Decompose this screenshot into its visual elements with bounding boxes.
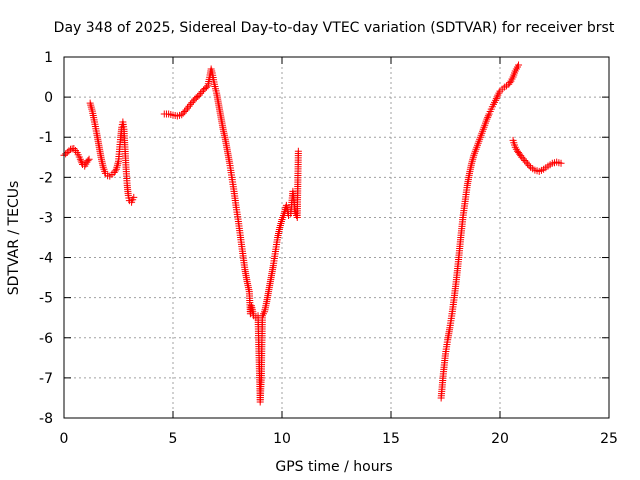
y-tick-label: -2 <box>39 170 53 186</box>
data-point <box>483 115 491 123</box>
data-point <box>519 155 527 163</box>
plot-frame <box>63 56 610 419</box>
x-tick-label: 20 <box>491 431 509 447</box>
data-point <box>63 148 71 156</box>
data-points <box>60 61 565 406</box>
y-tick-label: -7 <box>39 371 53 387</box>
data-point <box>189 97 197 105</box>
data-point <box>194 92 202 100</box>
data-point <box>78 159 86 167</box>
data-point <box>178 111 186 119</box>
y-tick-label: -3 <box>39 210 53 226</box>
data-point <box>186 100 194 108</box>
data-point <box>525 162 533 170</box>
data-point <box>130 193 138 201</box>
data-point <box>294 147 302 155</box>
x-tick-label: 10 <box>273 431 291 447</box>
data-point <box>84 157 92 165</box>
data-point <box>197 89 205 97</box>
y-tick-label: 0 <box>44 90 53 106</box>
x-tick-label: 15 <box>382 431 400 447</box>
y-axis-title: SDTVAR / TECUs <box>6 181 22 296</box>
data-point <box>492 96 500 104</box>
y-tick-label: -8 <box>39 411 53 427</box>
data-point <box>85 155 93 163</box>
data-point <box>195 91 203 99</box>
y-tick-label: -4 <box>39 251 53 267</box>
data-point <box>524 160 532 168</box>
x-tick-label: 5 <box>169 431 178 447</box>
x-axis-title: GPS time / hours <box>275 459 392 475</box>
data-point <box>493 93 501 101</box>
data-point <box>181 108 189 116</box>
x-tick-label: 25 <box>600 431 618 447</box>
y-tick-label: 1 <box>44 50 53 66</box>
data-point <box>518 153 526 161</box>
data-point <box>198 88 206 96</box>
data-point <box>77 157 85 165</box>
data-point <box>484 113 492 121</box>
data-point <box>515 61 523 69</box>
data-point <box>522 158 530 166</box>
data-point <box>62 150 70 158</box>
data-point <box>188 99 196 107</box>
chart-title: Day 348 of 2025, Sidereal Day-to-day VTE… <box>54 20 615 36</box>
data-point <box>76 155 84 163</box>
data-point <box>202 83 210 91</box>
data-point <box>492 95 500 103</box>
data-point <box>506 79 514 87</box>
y-tick-label: -1 <box>39 130 53 146</box>
y-tick-label: -6 <box>39 331 53 347</box>
data-point <box>484 112 492 120</box>
x-tick-label: 0 <box>60 431 69 447</box>
grid-lines <box>64 57 609 418</box>
data-point <box>521 156 529 164</box>
data-point <box>111 167 119 175</box>
data-point <box>179 109 187 117</box>
data-point <box>557 159 565 167</box>
y-tick-label: -5 <box>39 291 53 307</box>
